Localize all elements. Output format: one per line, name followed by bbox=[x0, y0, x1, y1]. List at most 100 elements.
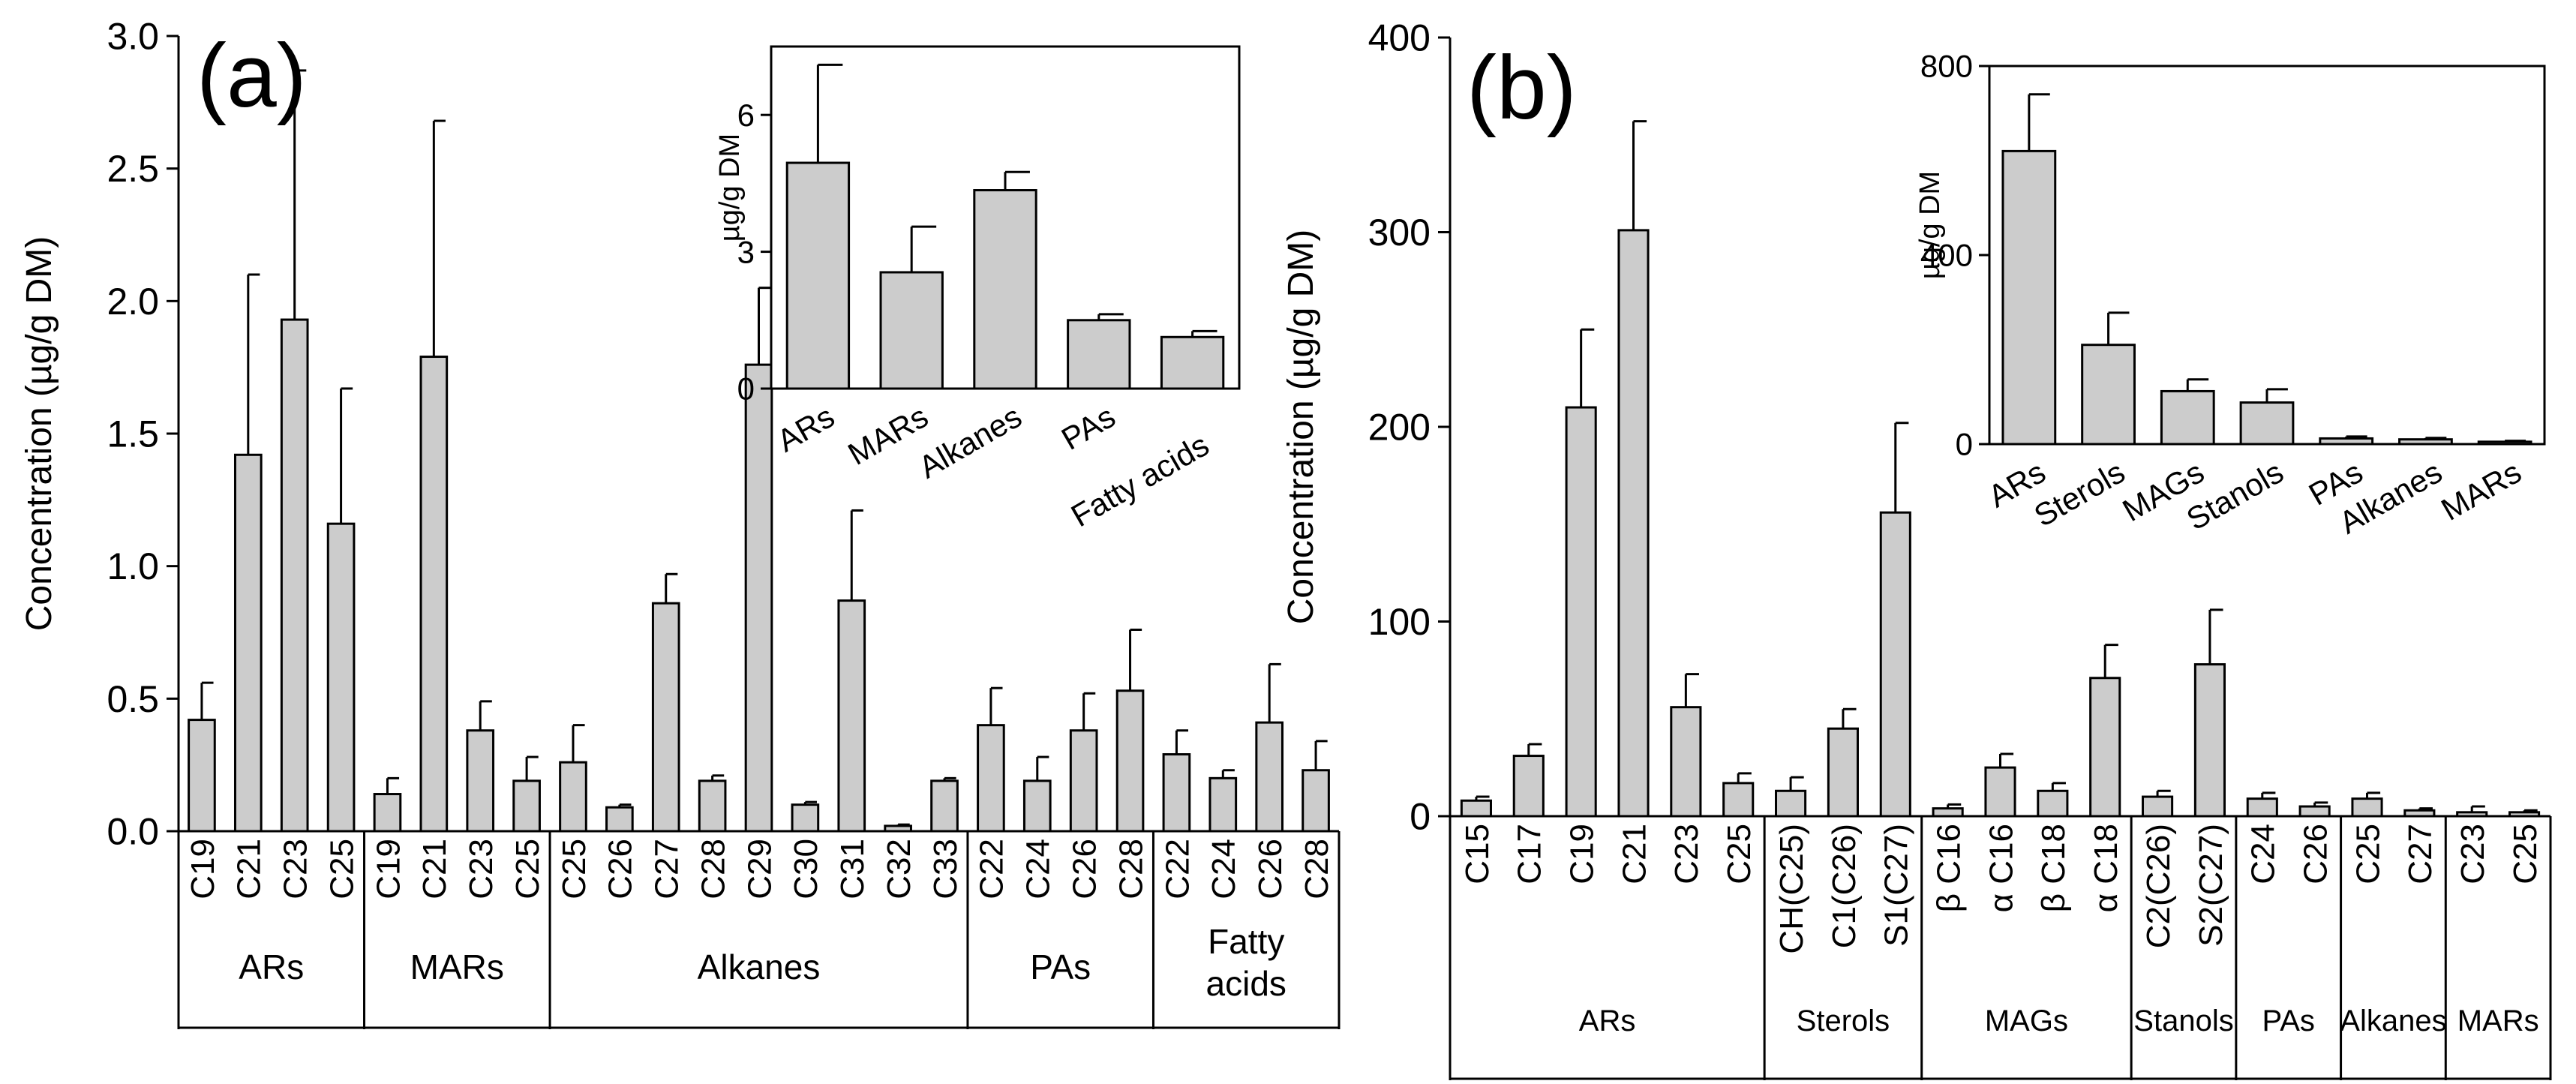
inset-bar bbox=[1160, 335, 1225, 390]
inset-y-title: µg/g DM bbox=[1914, 171, 1946, 279]
inset-y-tick-label: 0 bbox=[737, 371, 755, 407]
bar bbox=[2193, 663, 2226, 818]
bar bbox=[373, 793, 402, 833]
x-tick-label: C27 bbox=[649, 839, 686, 899]
x-tick-label: S2(C27) bbox=[2193, 824, 2229, 947]
x-tick-label: C15 bbox=[1459, 824, 1496, 884]
inset-bar bbox=[879, 271, 944, 390]
x-tick-label: C25 bbox=[323, 839, 360, 899]
x-tick-label: C28 bbox=[1299, 839, 1335, 899]
bar bbox=[2351, 797, 2383, 818]
x-tick-label: C28 bbox=[1112, 839, 1149, 899]
x-tick-label: C25 bbox=[1721, 824, 1758, 884]
bar bbox=[1255, 721, 1284, 833]
y-tick-label: 0.0 bbox=[107, 811, 159, 853]
x-tick-label: C26 bbox=[1067, 839, 1103, 899]
bar bbox=[466, 729, 495, 833]
inset-bar bbox=[2001, 149, 2057, 446]
bar bbox=[2142, 795, 2174, 818]
y-tick-label: 400 bbox=[1368, 17, 1431, 59]
bar bbox=[1115, 689, 1145, 833]
x-tick-label: CH(C25) bbox=[1773, 824, 1810, 954]
x-tick-label: C28 bbox=[695, 839, 731, 899]
group-label: ARs bbox=[1579, 1004, 1636, 1037]
bar bbox=[651, 602, 680, 833]
bar bbox=[559, 761, 587, 833]
x-tick-label: C2(C26) bbox=[2140, 824, 2177, 948]
bar bbox=[2037, 789, 2069, 818]
panel-label: (a) bbox=[197, 26, 307, 126]
bar bbox=[1302, 769, 1330, 833]
inset-bar bbox=[2319, 437, 2374, 446]
inset-y-tick-label: 400 bbox=[1920, 238, 1973, 273]
bar bbox=[1932, 807, 1964, 818]
bar bbox=[512, 779, 541, 833]
bar bbox=[1460, 799, 1492, 818]
x-tick-label: C25 bbox=[556, 839, 593, 899]
y-tick-label: 2.0 bbox=[107, 281, 159, 323]
bar bbox=[884, 824, 912, 833]
x-tick-label: C26 bbox=[2297, 824, 2334, 884]
x-tick-label: C1(C26) bbox=[1826, 824, 1863, 948]
group-label: Alkanes bbox=[698, 947, 821, 986]
y-tick-label: 1.5 bbox=[107, 413, 159, 455]
x-tick-label: S1(C27) bbox=[1878, 824, 1915, 947]
inset-bar bbox=[2239, 401, 2295, 446]
bar bbox=[1512, 755, 1545, 818]
bar bbox=[930, 779, 959, 833]
inset-bar bbox=[2398, 438, 2453, 446]
bar bbox=[419, 356, 449, 833]
bar bbox=[2246, 797, 2278, 818]
bar bbox=[977, 724, 1005, 833]
x-tick-label: C32 bbox=[881, 839, 917, 899]
x-tick-label: C21 bbox=[416, 839, 453, 899]
inset-x-tick-label: ARs bbox=[771, 398, 840, 458]
inset-bar bbox=[785, 161, 851, 390]
bar bbox=[2403, 809, 2436, 818]
inset-bar bbox=[2477, 440, 2532, 446]
x-tick-label: C33 bbox=[927, 839, 964, 899]
bar bbox=[1722, 782, 1755, 818]
group-label: MAGs bbox=[1985, 1004, 2068, 1037]
y-tick-label: 0.5 bbox=[107, 678, 159, 720]
x-tick-label: C25 bbox=[2507, 824, 2544, 884]
group-label-line: Fatty bbox=[1208, 922, 1284, 961]
bar bbox=[744, 363, 773, 833]
inset-y-tick-label: 800 bbox=[1920, 49, 1973, 84]
bar bbox=[2456, 811, 2488, 818]
x-tick-label: C22 bbox=[974, 839, 1010, 899]
x-tick-label: C27 bbox=[2402, 824, 2439, 884]
bar bbox=[791, 803, 820, 833]
group-label: MARs bbox=[2457, 1004, 2539, 1037]
group-label: PAs bbox=[1030, 947, 1091, 986]
y-axis-title: Concentration (µg/g DM) bbox=[20, 236, 59, 632]
x-tick-label: C26 bbox=[1252, 839, 1289, 899]
bar bbox=[326, 522, 356, 833]
group-label: Stanols bbox=[2133, 1004, 2233, 1037]
panel-a: 0.0 0.5 1.0 1.5 2.0 2.5 3.0 Concentration (µg/g… bbox=[20, 16, 1341, 1029]
x-tick-label: C23 bbox=[463, 839, 500, 899]
inset-x-tick-label: Sterols bbox=[2028, 454, 2131, 533]
x-tick-label: C22 bbox=[1159, 839, 1196, 899]
x-tick-label: C21 bbox=[1616, 824, 1653, 884]
group-label-line: acids bbox=[1206, 964, 1286, 1003]
x-tick-label: α C16 bbox=[1983, 824, 2019, 912]
bar bbox=[2089, 677, 2121, 818]
y-tick-label: 300 bbox=[1368, 212, 1431, 254]
x-tick-label: C24 bbox=[2245, 824, 2282, 884]
bar bbox=[1984, 766, 2016, 818]
panel-b: 0 100 200 300 400 Concentration (µg/g DM) (b) C… bbox=[1281, 17, 2552, 1080]
bar bbox=[188, 719, 216, 833]
x-tick-label: C23 bbox=[1668, 824, 1705, 884]
group-label: ARs bbox=[239, 947, 304, 986]
bar bbox=[280, 318, 309, 833]
y-tick-label: 200 bbox=[1368, 407, 1431, 449]
x-tick-label: α C18 bbox=[2088, 824, 2124, 912]
x-tick-label: C30 bbox=[788, 839, 824, 899]
x-tick-label: C17 bbox=[1512, 824, 1548, 884]
bar bbox=[1879, 511, 1911, 818]
group-label: Alkanes bbox=[2340, 1004, 2446, 1037]
